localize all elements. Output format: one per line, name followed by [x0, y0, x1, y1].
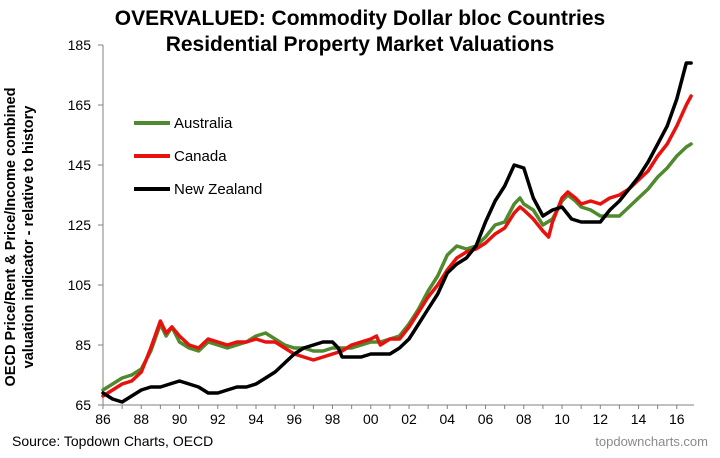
x-tick-label: 00	[363, 411, 379, 427]
x-tick-label: 96	[286, 411, 302, 427]
y-tick-label: 165	[68, 97, 92, 113]
x-tick-label: 88	[133, 411, 149, 427]
y-tick-label: 85	[75, 337, 91, 353]
source-note: Source: Topdown Charts, OECD	[12, 433, 214, 449]
x-tick-label: 02	[401, 411, 417, 427]
legend-label-australia: Australia	[174, 115, 233, 132]
chart-subtitle: Residential Property Market Valuations	[165, 33, 555, 56]
y-tick-label: 105	[68, 277, 92, 293]
x-tick-label: 10	[554, 411, 570, 427]
x-tick-label: 08	[516, 411, 532, 427]
legend-label-canada: Canada	[174, 148, 227, 165]
y-tick-label: 125	[68, 217, 92, 233]
brand-watermark: topdowncharts.com	[595, 434, 708, 449]
series-line-new-zealand	[101, 61, 693, 404]
x-tick-label: 04	[439, 411, 455, 427]
y-tick-label: 185	[68, 37, 92, 53]
series-line-australia	[101, 142, 693, 392]
x-tick-label: 86	[95, 411, 111, 427]
x-tick-label: 94	[248, 411, 264, 427]
x-tick-label: 16	[669, 411, 685, 427]
legend-label-new-zealand: New Zealand	[174, 181, 262, 198]
y-tick-label: 145	[68, 157, 92, 173]
y-tick-label: 65	[75, 397, 91, 413]
x-tick-label: 92	[210, 411, 226, 427]
x-tick-label: 98	[325, 411, 341, 427]
x-tick-label: 06	[478, 411, 494, 427]
x-tick-label: 12	[592, 411, 608, 427]
x-tick-label: 90	[172, 411, 188, 427]
x-tick-label: 14	[631, 411, 647, 427]
series-line-canada	[101, 94, 693, 398]
chart-title: OVERVALUED: Commodity Dollar bloc Countr…	[114, 7, 606, 30]
